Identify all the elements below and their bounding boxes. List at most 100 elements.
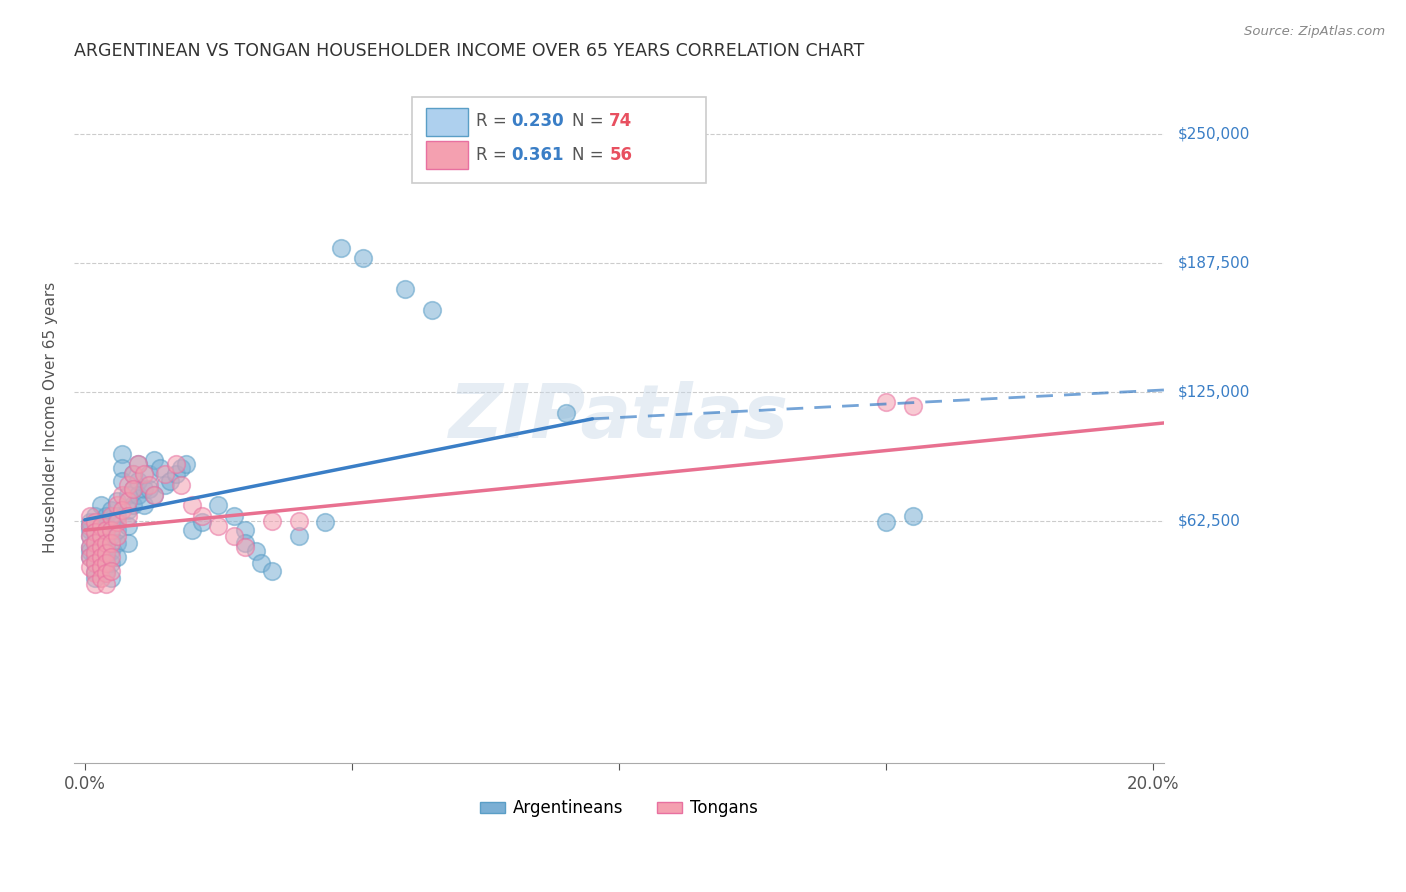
Text: $125,000: $125,000 bbox=[1178, 384, 1250, 400]
Point bbox=[138, 477, 160, 491]
Point bbox=[84, 546, 107, 560]
Text: Source: ZipAtlas.com: Source: ZipAtlas.com bbox=[1244, 25, 1385, 38]
Point bbox=[84, 535, 107, 549]
Point bbox=[105, 535, 128, 549]
Point bbox=[420, 302, 443, 317]
Point bbox=[94, 535, 117, 549]
Point bbox=[79, 540, 101, 554]
Text: 74: 74 bbox=[609, 112, 633, 130]
Point bbox=[79, 529, 101, 543]
Point bbox=[138, 467, 160, 482]
Point bbox=[79, 549, 101, 564]
Point bbox=[84, 566, 107, 581]
Point bbox=[90, 529, 112, 543]
Point bbox=[90, 549, 112, 564]
Point bbox=[224, 529, 246, 543]
Point bbox=[100, 570, 122, 584]
Point bbox=[94, 576, 117, 591]
Point bbox=[79, 515, 101, 529]
Text: N =: N = bbox=[572, 145, 609, 163]
Point bbox=[79, 508, 101, 523]
Point bbox=[287, 514, 309, 528]
Point bbox=[165, 457, 187, 471]
Point bbox=[260, 565, 283, 579]
Point bbox=[111, 474, 134, 488]
Point bbox=[105, 508, 128, 523]
Point bbox=[352, 251, 374, 265]
Point bbox=[117, 508, 139, 523]
Point bbox=[90, 560, 112, 574]
Text: $62,500: $62,500 bbox=[1178, 514, 1241, 528]
FancyBboxPatch shape bbox=[426, 108, 468, 136]
Point bbox=[90, 549, 112, 564]
Text: 56: 56 bbox=[609, 145, 633, 163]
Point bbox=[79, 560, 101, 574]
Point bbox=[94, 565, 117, 579]
Point bbox=[111, 488, 134, 502]
Point bbox=[100, 565, 122, 579]
Point bbox=[79, 519, 101, 533]
Point bbox=[105, 499, 128, 513]
Text: R =: R = bbox=[477, 112, 512, 130]
Point bbox=[153, 467, 176, 482]
Point bbox=[84, 535, 107, 549]
Point bbox=[111, 461, 134, 475]
Point bbox=[94, 566, 117, 581]
Point bbox=[901, 508, 924, 523]
Point bbox=[143, 453, 166, 467]
Point bbox=[394, 282, 416, 296]
Point bbox=[245, 543, 267, 558]
Point bbox=[111, 447, 134, 461]
Text: N =: N = bbox=[572, 112, 609, 130]
Point bbox=[79, 529, 101, 543]
Point bbox=[84, 525, 107, 540]
Point bbox=[94, 546, 117, 560]
Text: ARGENTINEAN VS TONGAN HOUSEHOLDER INCOME OVER 65 YEARS CORRELATION CHART: ARGENTINEAN VS TONGAN HOUSEHOLDER INCOME… bbox=[75, 42, 865, 60]
Point bbox=[105, 529, 128, 543]
Point bbox=[287, 529, 309, 543]
Point bbox=[143, 488, 166, 502]
Text: 0.361: 0.361 bbox=[512, 145, 564, 163]
Point bbox=[330, 241, 353, 255]
Point bbox=[84, 565, 107, 579]
Point bbox=[132, 482, 155, 496]
Point bbox=[117, 477, 139, 491]
Point bbox=[170, 461, 193, 475]
Point bbox=[117, 488, 139, 502]
Point bbox=[90, 519, 112, 533]
Point bbox=[105, 515, 128, 529]
Point bbox=[176, 457, 198, 471]
Point bbox=[117, 494, 139, 508]
Point bbox=[90, 560, 112, 574]
Point bbox=[143, 488, 166, 502]
Point bbox=[94, 549, 117, 564]
Point bbox=[180, 523, 202, 537]
Point bbox=[233, 540, 256, 554]
Point bbox=[111, 502, 134, 516]
Point bbox=[94, 523, 117, 537]
Point bbox=[105, 549, 128, 564]
Point bbox=[122, 467, 145, 482]
Point bbox=[100, 502, 122, 516]
Point bbox=[84, 508, 107, 523]
Point bbox=[90, 529, 112, 543]
Y-axis label: Householder Income Over 65 years: Householder Income Over 65 years bbox=[44, 282, 58, 553]
Point bbox=[79, 543, 101, 558]
Point bbox=[117, 535, 139, 549]
Point bbox=[554, 406, 576, 420]
Point bbox=[901, 400, 924, 414]
Point bbox=[117, 519, 139, 533]
Point bbox=[207, 499, 229, 513]
Point bbox=[100, 523, 122, 537]
Point bbox=[233, 535, 256, 549]
Point bbox=[79, 519, 101, 533]
Point bbox=[84, 543, 107, 558]
Point bbox=[122, 499, 145, 513]
Point bbox=[100, 556, 122, 570]
Point bbox=[170, 477, 193, 491]
Point bbox=[224, 508, 246, 523]
Point bbox=[159, 474, 181, 488]
Point bbox=[94, 519, 117, 533]
Point bbox=[127, 488, 149, 502]
Point bbox=[149, 461, 172, 475]
